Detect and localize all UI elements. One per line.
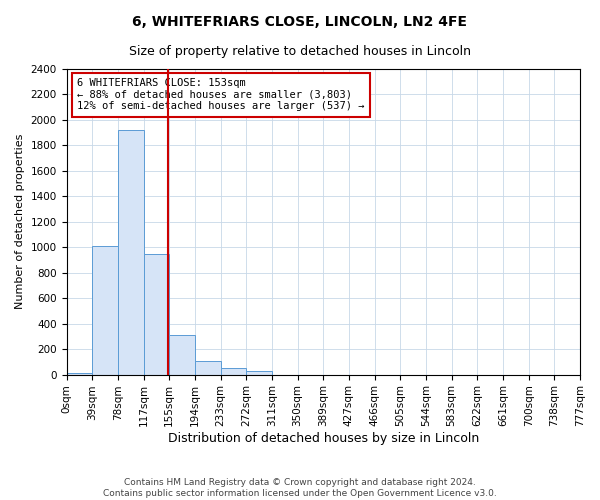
Bar (195, 361, 221, 374)
Text: Contains HM Land Registry data © Crown copyright and database right 2024.
Contai: Contains HM Land Registry data © Crown c… (103, 478, 497, 498)
Bar (143, 254, 169, 374)
X-axis label: Distribution of detached houses by size in Lincoln: Distribution of detached houses by size … (167, 432, 479, 445)
Bar (92, 246, 118, 374)
Bar (169, 335, 195, 374)
Text: 6 WHITEFRIARS CLOSE: 153sqm
← 88% of detached houses are smaller (3,803)
12% of : 6 WHITEFRIARS CLOSE: 153sqm ← 88% of det… (77, 78, 364, 112)
Bar (118, 130, 143, 374)
Text: 6, WHITEFRIARS CLOSE, LINCOLN, LN2 4FE: 6, WHITEFRIARS CLOSE, LINCOLN, LN2 4FE (133, 15, 467, 29)
Text: Size of property relative to detached houses in Lincoln: Size of property relative to detached ho… (129, 45, 471, 58)
Y-axis label: Number of detached properties: Number of detached properties (15, 134, 25, 310)
Bar (221, 368, 246, 374)
Bar (246, 372, 272, 374)
